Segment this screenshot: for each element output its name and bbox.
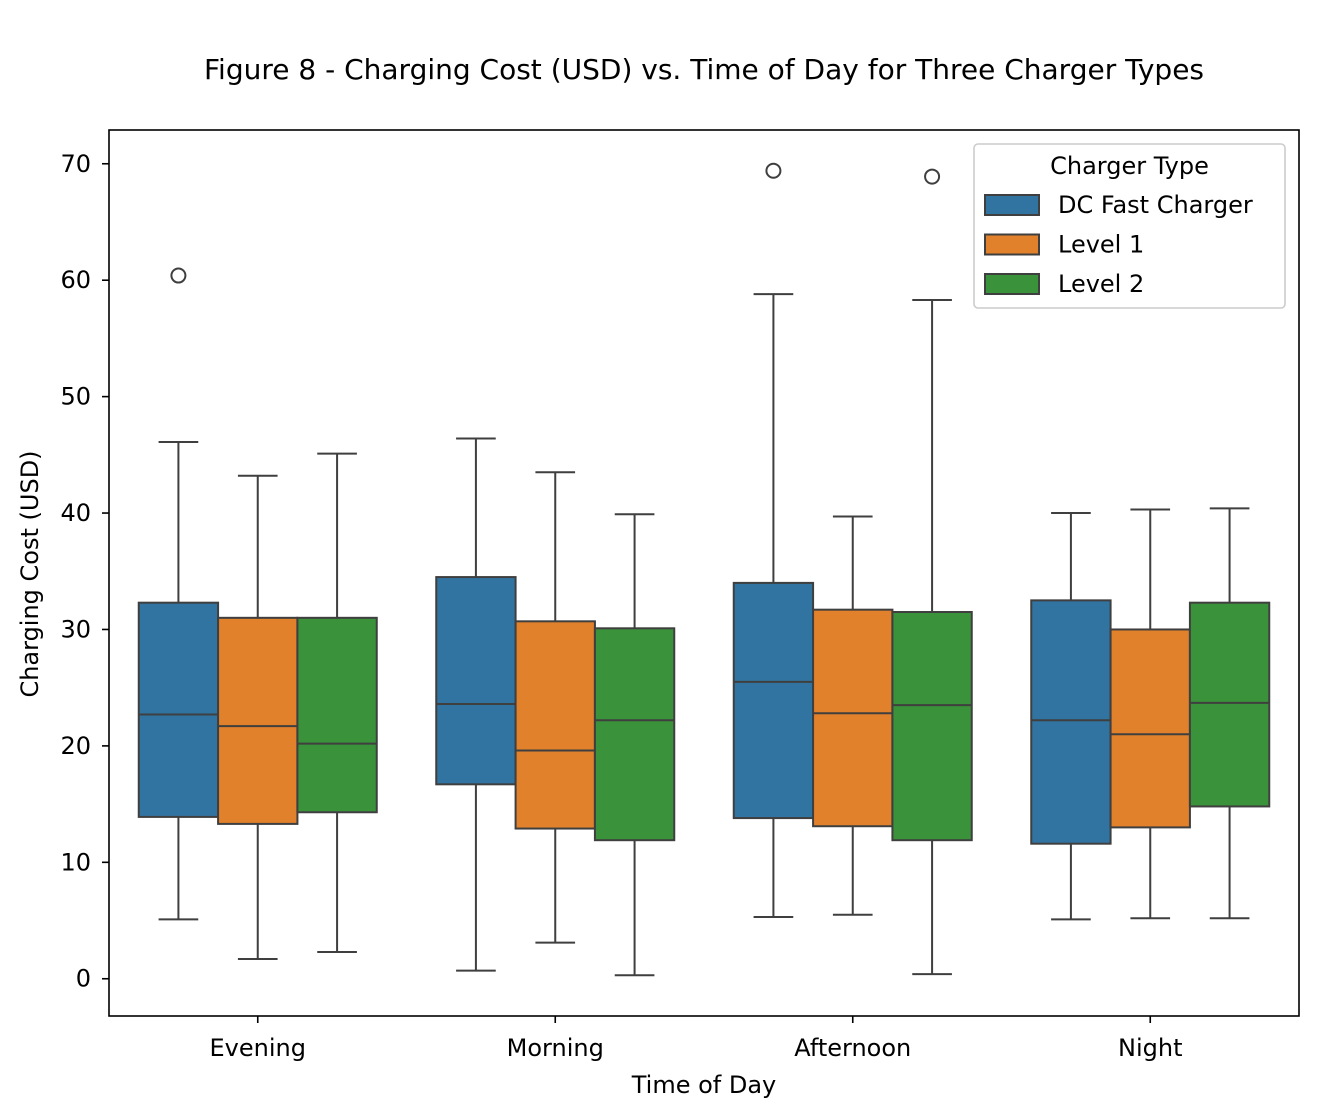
chart-title: Figure 8 - Charging Cost (USD) vs. Time … [204,53,1204,86]
y-tick-label: 0 [76,965,91,993]
x-tick-label: Afternoon [794,1034,911,1062]
plot-frame [108,129,1300,1017]
legend-label: Level 2 [1058,270,1144,298]
legend-frame [973,143,1286,309]
box [296,616,378,814]
legend-item: Level 1 [984,231,1144,259]
y-tick-label: 30 [60,615,91,643]
x-tick-label: Morning [507,1034,604,1062]
legend-swatch [984,233,1040,256]
box-group [514,471,596,944]
legend-swatch [984,273,1040,295]
y-tick-label: 20 [60,732,91,760]
box-group [1030,512,1112,921]
y-tick-label: 10 [60,848,91,876]
box [435,576,517,786]
box-group [732,162,815,919]
box-group [1188,507,1271,920]
x-axis-label: Time of Day [631,1071,777,1099]
y-tick-label: 50 [60,383,91,411]
x-tick-label: Evening [210,1034,306,1062]
box-group [891,168,973,976]
box [137,601,220,818]
legend: Charger Type DC Fast Charger Level 1 Level … [973,143,1286,309]
legend-swatch [984,194,1040,216]
y-tick-label: 40 [60,499,91,527]
box-group [137,267,220,921]
box-group [593,513,676,977]
box [593,627,676,842]
y-axis-label: Charging Cost (USD) [16,450,44,697]
box [1109,628,1191,829]
legend-item: Level 2 [984,270,1144,298]
legend-item: DC Fast Charger [984,191,1253,219]
y-tick-label: 70 [60,150,91,178]
x-tick-label: Night [1118,1034,1182,1062]
box [812,608,894,828]
y-tick-label: 60 [60,266,91,294]
box [732,581,815,820]
box-group [296,452,378,953]
outlier-point [924,168,941,185]
box [891,611,973,842]
legend-label: DC Fast Charger [1058,191,1253,219]
box [1030,599,1112,845]
box [217,616,299,825]
box [514,620,596,830]
plot-area: 0 10 20 30 40 50 60 70 Evening Morning Afternoon Ni… [60,129,1300,1062]
legend-label: Level 1 [1058,231,1144,259]
box [1188,601,1271,808]
box-group [812,515,894,916]
box-group [1109,508,1191,920]
outlier-point [170,267,187,284]
legend-title: Charger Type [1050,152,1209,180]
box-group [435,437,517,972]
box-group [217,474,299,960]
outlier-point [765,162,782,179]
